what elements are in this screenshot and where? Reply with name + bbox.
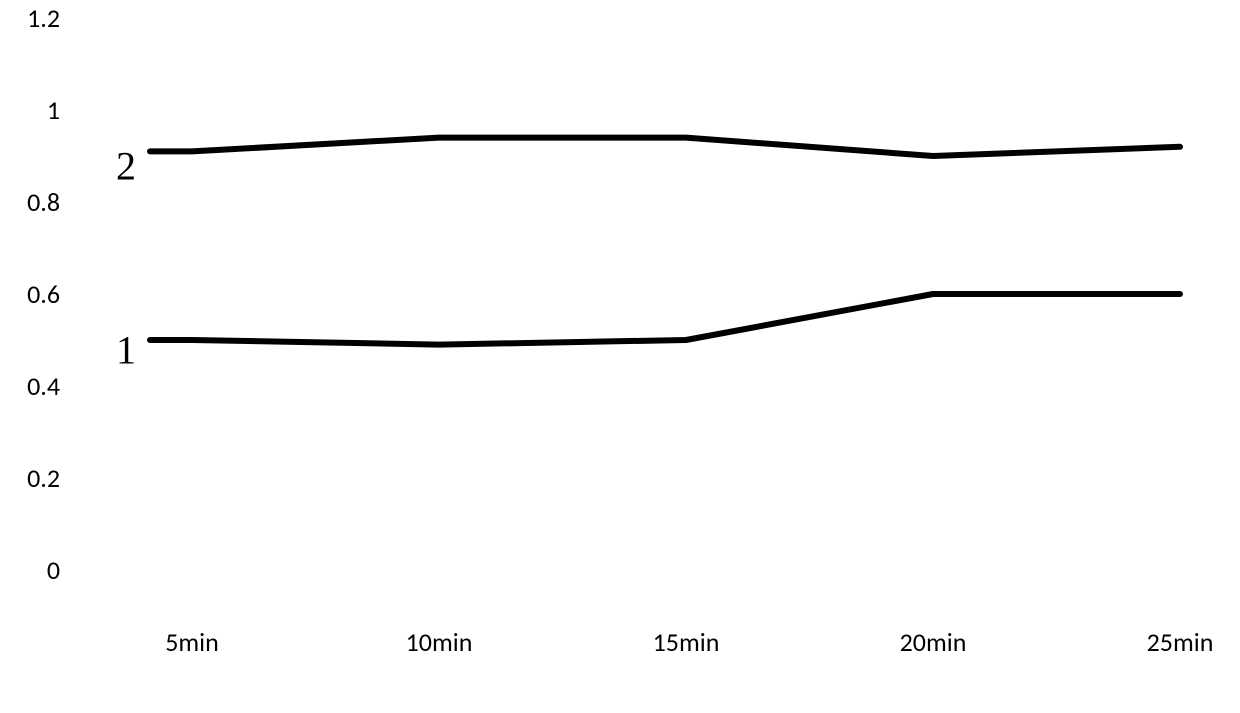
y-tick-label: 1 bbox=[47, 94, 60, 126]
y-tick-label: 0.8 bbox=[27, 186, 60, 218]
x-tick-label: 5min bbox=[165, 626, 219, 658]
x-tick-label: 15min bbox=[653, 626, 720, 658]
series-label-series-2: 2 bbox=[116, 143, 136, 190]
x-tick-label: 20min bbox=[900, 626, 967, 658]
y-tick-label: 0 bbox=[47, 554, 60, 586]
y-tick-label: 0.6 bbox=[27, 278, 60, 310]
x-tick-label: 10min bbox=[406, 626, 473, 658]
y-tick-label: 0.4 bbox=[27, 370, 60, 402]
series-line-series-2 bbox=[150, 138, 1180, 156]
y-tick-label: 0.2 bbox=[27, 462, 60, 494]
series-label-series-1: 1 bbox=[116, 327, 136, 374]
x-tick-label: 25min bbox=[1147, 626, 1214, 658]
y-tick-label: 1.2 bbox=[27, 2, 60, 34]
chart-svg bbox=[0, 0, 1240, 713]
series-line-series-1 bbox=[150, 294, 1180, 345]
line-chart: 0 0.2 0.4 0.6 0.8 1 1.2 5min 10min 15min 20min 25mi… bbox=[0, 0, 1240, 713]
